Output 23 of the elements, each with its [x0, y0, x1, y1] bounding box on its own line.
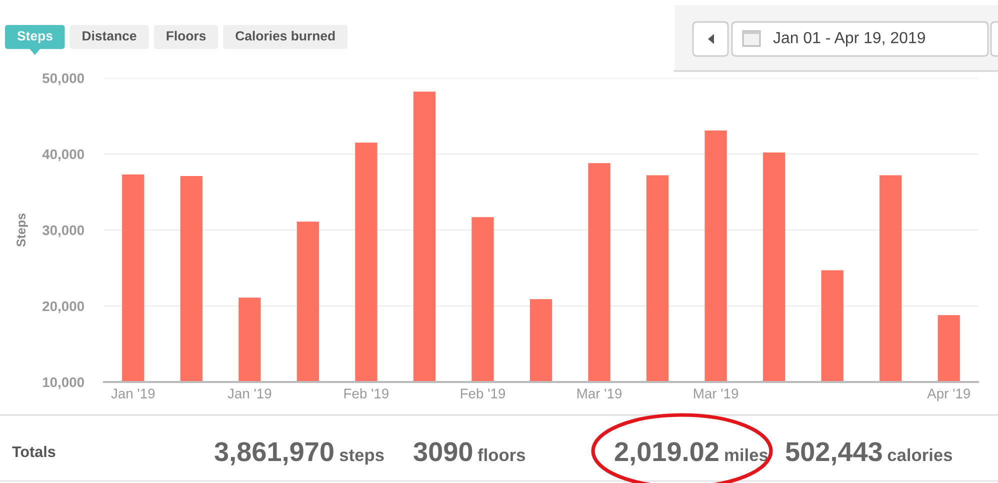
text: Floors [166, 30, 206, 41]
text: Totals [12, 446, 56, 458]
text: Steps [17, 31, 52, 44]
y-tick-label: 10,000 [42, 377, 84, 390]
chart-subtitle: Jan 01 - Apr 19, 2019 [773, 32, 925, 46]
y-tick-label: 40,000 [42, 149, 84, 162]
x-tick-label: Jan '19 [111, 388, 155, 398]
text: 3,861,970 steps [214, 442, 384, 466]
x-tick-label: Mar '19 [577, 388, 622, 398]
text: 3090 floors [414, 442, 526, 462]
text: Calories burned [236, 30, 335, 41]
x-tick-label: Feb '19 [460, 388, 506, 398]
text: Distance [82, 30, 136, 41]
x-tick-label: Feb '19 [344, 388, 388, 398]
x-tick-label: Mar '19 [694, 388, 738, 398]
text: 2,019.02 miles [614, 442, 768, 466]
x-tick-label: Jan '19 [228, 388, 272, 398]
y-tick-label: 20,000 [42, 301, 84, 314]
text: 502,443 calories [786, 442, 952, 466]
x-tick-label: Apr '19 [927, 388, 970, 402]
y-tick-label: 30,000 [42, 225, 84, 238]
y-tick-label: 50,000 [42, 73, 84, 86]
y-axis-title: Steps [16, 213, 28, 247]
